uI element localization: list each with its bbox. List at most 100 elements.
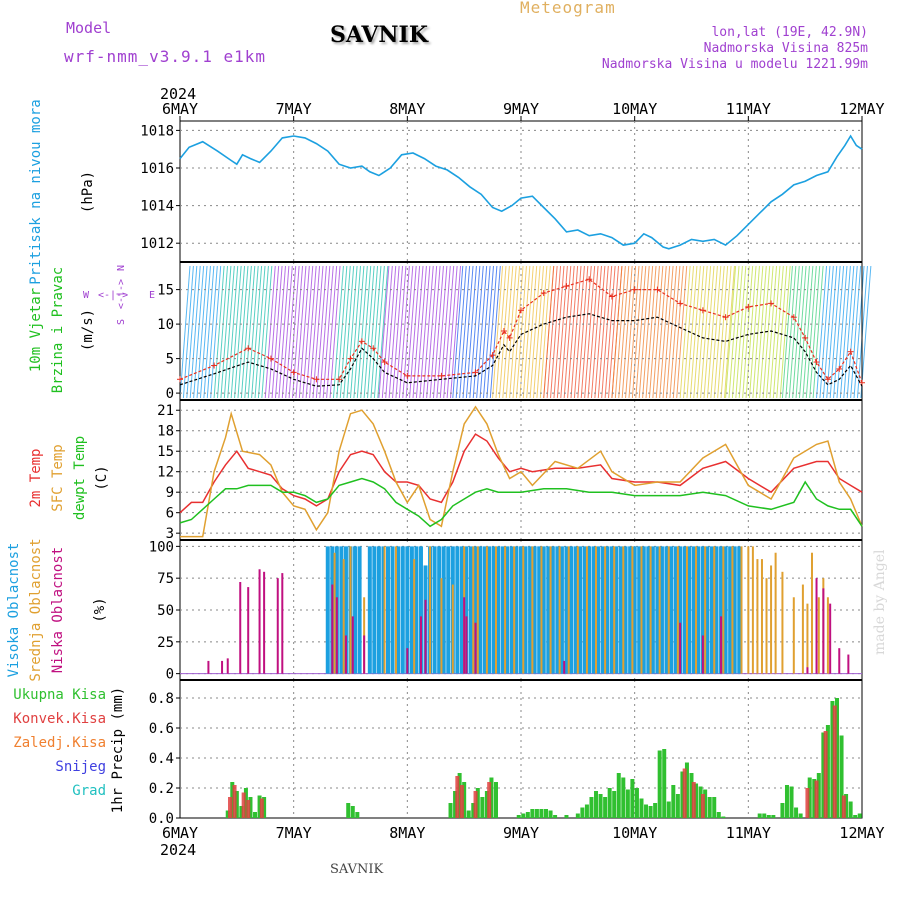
cloud-bar	[847, 654, 850, 674]
wind-ytick-label: 0	[166, 386, 174, 402]
cloud-bar	[631, 546, 634, 674]
wind-barb	[455, 265, 467, 399]
wind-barb	[604, 265, 616, 399]
cloud-bar	[281, 573, 284, 674]
cloud-bar	[676, 546, 679, 674]
pressure-ytick-label: 1018	[140, 123, 174, 139]
temp-side-label-1: 2m Temp	[28, 448, 44, 507]
cloud-bar	[343, 546, 348, 674]
wind-barb	[573, 265, 585, 399]
temperature-ytick-label: 18	[157, 424, 174, 440]
cloud-bar	[353, 546, 358, 674]
wind-barb	[665, 265, 677, 399]
wind-barb	[621, 265, 633, 399]
wind-barb	[395, 265, 407, 399]
precip-bar	[857, 813, 862, 818]
wind-ytick-label: 10	[157, 317, 174, 333]
wind-barb	[580, 265, 592, 399]
temperature-ytick-label: 15	[157, 444, 174, 460]
model-name: wrf-nmm_v3.9.1 e1km	[64, 47, 267, 66]
precip-bar	[644, 804, 649, 818]
precip-bar	[355, 812, 360, 818]
cloud-bar	[419, 616, 422, 674]
wind-barb	[836, 265, 848, 399]
cloud-bar	[679, 622, 682, 674]
wind-barb	[509, 265, 521, 399]
precip-bar	[530, 809, 535, 818]
cloud-bar	[822, 588, 825, 674]
wind-barb	[652, 265, 664, 399]
precip-bar	[630, 779, 635, 818]
wind-barb	[752, 265, 764, 399]
cloud-bar	[276, 578, 279, 674]
wind-barb	[515, 265, 527, 399]
precip-bar	[821, 732, 826, 818]
wind-barb	[846, 265, 858, 399]
wind-barb	[679, 265, 691, 399]
precipitation-ytick-label: 0.6	[149, 721, 174, 737]
cloud-bar	[687, 546, 692, 674]
temperature-ytick-label: 21	[157, 403, 174, 419]
cloud-bar	[781, 571, 784, 674]
precip-bar	[239, 806, 244, 818]
wind-barb	[563, 265, 575, 399]
cloud-bar	[494, 546, 497, 674]
top-date-label: 10MAY	[612, 100, 657, 118]
wind-barb	[776, 265, 788, 399]
wind-barb	[628, 265, 640, 399]
cloud-bar	[576, 546, 579, 674]
wind-barb	[805, 265, 817, 399]
wind-barb	[492, 265, 504, 399]
temp-line-1	[180, 405, 863, 538]
cloud-bar	[555, 546, 560, 674]
cloud-bar	[459, 546, 464, 674]
pressure-ytick-label: 1016	[140, 161, 174, 177]
wind-barb	[843, 265, 855, 399]
top-date-label: 9MAY	[503, 100, 539, 118]
precip-bar	[780, 803, 785, 818]
bottom-date-label: 6MAY	[162, 824, 198, 842]
precip-bar	[253, 812, 258, 818]
wind-barb	[717, 265, 729, 399]
wind-barb	[570, 265, 582, 399]
compass-w: W	[83, 290, 90, 301]
model-altitude-label: Nadmorska Visina u modelu 1221.99m	[601, 57, 868, 72]
wind-barb	[193, 265, 205, 399]
wind-barb	[723, 265, 735, 399]
precipitation-frame	[179, 679, 863, 819]
wind-barb	[662, 265, 674, 399]
cloud-bar	[263, 571, 266, 674]
cloud-bar	[695, 546, 698, 674]
bottom-date-label: 10MAY	[612, 824, 657, 842]
compass-ns-arrow: <-|->	[116, 279, 127, 309]
wind-barb	[240, 265, 252, 399]
precip-legend-item: Grad	[72, 783, 106, 799]
wind-barb	[522, 265, 534, 399]
cloud-bar	[455, 546, 460, 674]
cloud-bar	[546, 546, 551, 674]
top-date-label: 12MAY	[839, 100, 884, 118]
precip-bar	[825, 725, 830, 818]
precip-bar	[657, 750, 662, 818]
precip-bar	[848, 801, 853, 818]
precip-bar	[448, 803, 453, 818]
precip-bar	[853, 815, 858, 818]
wind-barb	[429, 265, 441, 399]
cloud-bar	[558, 546, 561, 674]
wind-barb	[728, 265, 740, 399]
precip-bar	[346, 803, 351, 818]
cloud-bar	[357, 546, 362, 674]
cloud-bar	[682, 546, 687, 674]
cloud-bar	[806, 603, 809, 674]
precip-bar	[807, 777, 812, 818]
precip-bar	[234, 791, 239, 818]
cloud-bar	[504, 546, 507, 674]
wind-barb	[833, 265, 845, 399]
wind-barb	[385, 265, 397, 399]
wind-barb	[611, 265, 623, 399]
wind-barb	[587, 265, 599, 399]
precip-bar	[584, 804, 589, 818]
cloud-bar	[432, 546, 437, 674]
precip-bar	[844, 794, 849, 818]
wind-barb	[329, 265, 341, 399]
